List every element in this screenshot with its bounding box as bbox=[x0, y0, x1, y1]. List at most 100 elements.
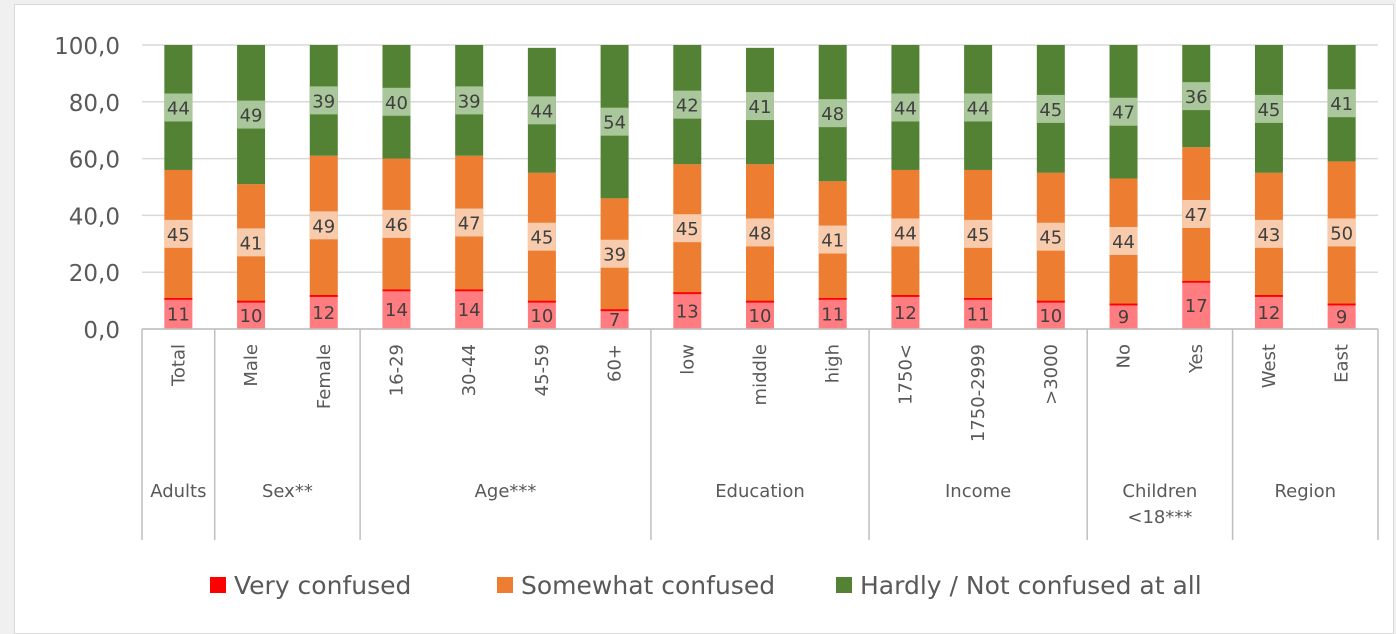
bar-label-band bbox=[1036, 222, 1065, 251]
x-category-label: West bbox=[1259, 344, 1280, 388]
bar-segment-very-confused bbox=[673, 292, 702, 329]
bar-label-band bbox=[964, 219, 993, 248]
data-label: 46 bbox=[385, 215, 408, 236]
y-tick-label: 20,0 bbox=[69, 261, 120, 287]
legend-very-confused: Very confused bbox=[210, 571, 411, 600]
bar-segment-edge bbox=[455, 289, 484, 292]
bar-label-band bbox=[818, 225, 847, 254]
group-label: Adults bbox=[150, 481, 206, 502]
data-label: 48 bbox=[749, 223, 772, 244]
data-label: 41 bbox=[749, 97, 772, 118]
group-label-line: Sex** bbox=[262, 481, 313, 502]
bar-segment-edge bbox=[818, 297, 847, 300]
bar-label-band bbox=[1254, 94, 1283, 123]
data-label: 47 bbox=[1185, 205, 1208, 226]
y-tick-label: 60,0 bbox=[69, 148, 120, 174]
bar-stack->3000: 10 45 45 bbox=[1036, 45, 1065, 329]
bar-label-band bbox=[1327, 89, 1356, 118]
legend-label: Very confused bbox=[234, 571, 411, 600]
bar-label-band bbox=[1327, 218, 1356, 247]
bars: 11 45 44 10 41 49 12 49 39 14 46 40 14 47 39 10 45 44 7 39 5… bbox=[164, 45, 1356, 331]
bar-stack-high: 11 41 48 bbox=[818, 45, 847, 329]
data-label: 49 bbox=[240, 106, 263, 127]
data-label: 45 bbox=[1257, 100, 1280, 121]
bar-segment-edge bbox=[527, 300, 556, 303]
group-label: Sex** bbox=[262, 481, 313, 502]
group-label-line: Region bbox=[1274, 481, 1336, 502]
bar-segment-edge bbox=[382, 289, 411, 292]
data-label: 43 bbox=[1257, 225, 1280, 246]
bar-segment-very-confused bbox=[600, 309, 629, 329]
x-category-label: low bbox=[677, 344, 698, 375]
bar-label-band bbox=[891, 218, 920, 247]
data-label: 39 bbox=[458, 91, 481, 112]
data-label: 45 bbox=[167, 225, 190, 246]
bar-segment-very-confused bbox=[455, 289, 484, 329]
bar-segment-very-confused bbox=[1036, 300, 1065, 329]
bar-stack-60+: 7 39 54 bbox=[600, 45, 629, 331]
bar-segment-very-confused bbox=[309, 294, 338, 329]
x-category-label: East bbox=[1332, 344, 1353, 383]
bar-label-band bbox=[237, 100, 266, 129]
data-label: 11 bbox=[167, 304, 190, 325]
group-label: Income bbox=[945, 481, 1011, 502]
legend-swatch bbox=[836, 577, 852, 593]
group-label-line: Age*** bbox=[475, 481, 537, 502]
bar-segment-edge bbox=[746, 300, 774, 303]
data-label: 45 bbox=[1039, 100, 1062, 121]
bar-segment-edge bbox=[891, 294, 920, 297]
legend-swatch bbox=[497, 577, 513, 593]
x-category-label: 16-29 bbox=[386, 344, 407, 396]
bar-stack-1750<: 12 44 44 bbox=[891, 45, 920, 329]
data-label: 42 bbox=[676, 96, 699, 117]
bar-segment-very-confused bbox=[818, 297, 847, 329]
x-category-label: Total bbox=[168, 344, 189, 387]
bar-segment-very-confused bbox=[1254, 294, 1283, 329]
bar-label-band bbox=[1182, 199, 1211, 228]
group-label: Education bbox=[715, 481, 805, 502]
bar-segment-very-confused bbox=[964, 297, 993, 329]
x-category-label: 1750< bbox=[895, 344, 916, 405]
data-label: 39 bbox=[312, 91, 335, 112]
data-label: 45 bbox=[1039, 228, 1062, 249]
y-tick-label: 0,0 bbox=[83, 318, 120, 344]
data-label: 7 bbox=[609, 310, 620, 331]
bar-label-band bbox=[891, 93, 920, 122]
x-axis: Total Male Female 16-29 30-44 45-59 60+ low midd… bbox=[141, 328, 1379, 540]
bar-segment-very-confused bbox=[527, 300, 556, 329]
data-label: 41 bbox=[1330, 94, 1353, 115]
data-label: 9 bbox=[1118, 307, 1129, 328]
x-category-label: Male bbox=[241, 344, 262, 387]
data-label: 12 bbox=[894, 303, 917, 324]
bar-label-band bbox=[673, 214, 702, 243]
data-label: 49 bbox=[312, 216, 335, 237]
bar-label-band bbox=[964, 93, 993, 122]
group-label: Children <18*** bbox=[1122, 481, 1197, 528]
bar-stack-45-59: 10 45 44 bbox=[527, 47, 556, 329]
x-category-label: Yes bbox=[1186, 344, 1207, 374]
bar-stack-middle: 10 48 41 bbox=[746, 47, 774, 329]
x-category-label: high bbox=[823, 344, 844, 383]
data-label: 45 bbox=[530, 228, 553, 249]
bar-segment-very-confused bbox=[1327, 303, 1356, 329]
group-label: Age*** bbox=[475, 481, 537, 502]
bar-stack-30-44: 14 47 39 bbox=[455, 45, 484, 329]
data-label: 10 bbox=[530, 306, 553, 327]
bar-label-band bbox=[1109, 226, 1138, 255]
data-label: 11 bbox=[821, 304, 844, 325]
bar-segment-edge bbox=[964, 297, 993, 300]
bar-label-band bbox=[746, 92, 774, 121]
bar-label-band bbox=[382, 209, 411, 238]
group-label-line: Children bbox=[1122, 481, 1197, 502]
bar-label-band bbox=[600, 239, 629, 268]
bar-segment-very-confused bbox=[1109, 303, 1138, 329]
bar-label-band bbox=[818, 99, 847, 128]
bar-label-band bbox=[237, 228, 266, 257]
data-label: 36 bbox=[1185, 87, 1208, 108]
bar-label-band bbox=[309, 211, 338, 240]
bar-stack-Male: 10 41 49 bbox=[237, 45, 266, 329]
x-category-label: >3000 bbox=[1041, 344, 1062, 405]
data-label: 45 bbox=[676, 219, 699, 240]
data-label: 12 bbox=[1257, 303, 1280, 324]
data-label: 44 bbox=[167, 98, 190, 119]
